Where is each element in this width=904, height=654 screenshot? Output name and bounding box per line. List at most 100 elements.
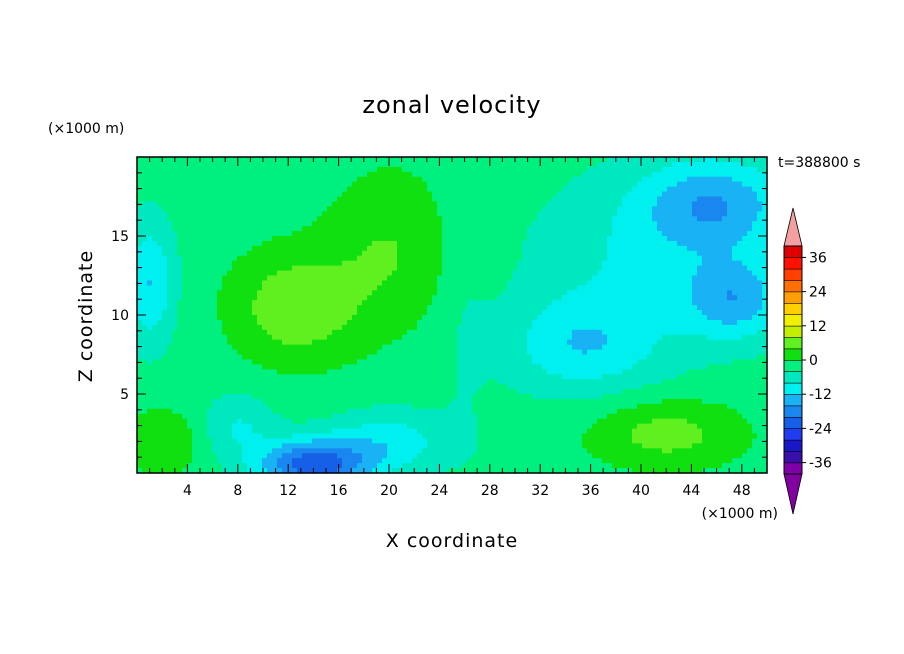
field-cell [192,453,198,459]
field-cell [277,206,283,212]
field-cell [307,344,313,351]
field-cell [202,448,208,454]
field-cell [212,315,218,321]
field-cell [177,211,183,217]
field-cell [437,295,443,301]
field-cell [487,423,493,430]
field-cell [317,398,323,405]
field-cell [492,403,498,410]
field-cell [432,463,438,469]
field-cell [502,221,508,227]
field-cell [457,231,463,237]
field-cell [522,433,528,440]
field-cell [517,181,523,188]
field-cell [137,211,143,217]
field-cell [337,369,343,375]
field-cell [157,408,163,415]
field-cell [357,403,363,410]
field-cell [262,285,268,291]
field-cell [272,161,278,168]
field-cell [472,315,478,321]
field-cell [322,319,328,326]
field-cell [192,310,198,316]
field-cell [337,349,343,356]
field-cell [247,181,253,188]
field-cell [422,206,428,212]
field-cell [412,216,418,222]
field-cell [207,468,213,474]
field-cell [252,295,258,301]
field-cell [257,374,263,380]
field-cell [402,295,408,301]
field-cell [307,329,313,336]
field-cell [237,398,243,405]
field-cell [277,181,283,188]
field-cell [462,231,468,237]
field-cell [317,438,323,444]
field-cell [237,344,243,351]
field-cell [487,369,493,375]
field-cell [247,216,253,222]
field-cell [487,398,493,405]
field-cell [352,285,358,291]
field-cell [257,394,263,400]
field-cell [227,171,233,178]
field-cell [257,270,263,277]
field-cell [147,265,153,272]
field-cell [347,240,353,247]
field-cell [342,166,348,173]
field-cell [347,161,353,168]
field-cell [142,418,148,425]
field-cell [447,216,453,222]
field-cell [492,191,498,198]
field-cell [202,270,208,277]
field-cell [387,231,393,237]
field-cell [237,231,243,237]
field-cell [417,310,423,316]
field-cell [257,354,263,361]
field-cell [497,374,503,380]
field-cell [442,231,448,237]
field-cell [217,433,223,440]
field-cell [272,344,278,351]
field-cell [202,305,208,311]
field-cell [282,201,288,207]
field-cell [377,231,383,237]
field-cell [342,290,348,296]
field-cell [137,349,143,356]
field-cell [407,408,413,415]
field-cell [432,374,438,380]
field-cell [442,443,448,449]
field-cell [382,319,388,326]
field-cell [357,354,363,361]
field-cell [277,319,283,326]
field-cell [262,221,268,227]
field-cell [472,463,478,469]
field-cell [312,211,318,217]
field-cell [497,349,503,356]
field-cell [372,181,378,188]
field-cell [332,324,338,331]
field-cell [242,166,248,173]
field-cell [272,221,278,227]
field-cell [392,334,398,341]
field-cell [397,161,403,168]
field-cell [182,433,188,440]
field-cell [467,423,473,430]
field-cell [377,428,383,435]
field-cell [277,157,283,163]
field-cell [237,295,243,301]
field-cell [217,265,223,272]
field-cell [177,379,183,385]
field-cell [137,398,143,405]
field-cell [212,305,218,311]
field-cell [302,240,308,247]
field-cell [302,295,308,301]
field-cell [192,369,198,375]
field-cell [242,181,248,188]
field-cell [397,448,403,454]
field-cell [187,418,193,425]
field-cell [137,181,143,188]
field-cell [362,315,368,321]
field-cell [202,364,208,370]
